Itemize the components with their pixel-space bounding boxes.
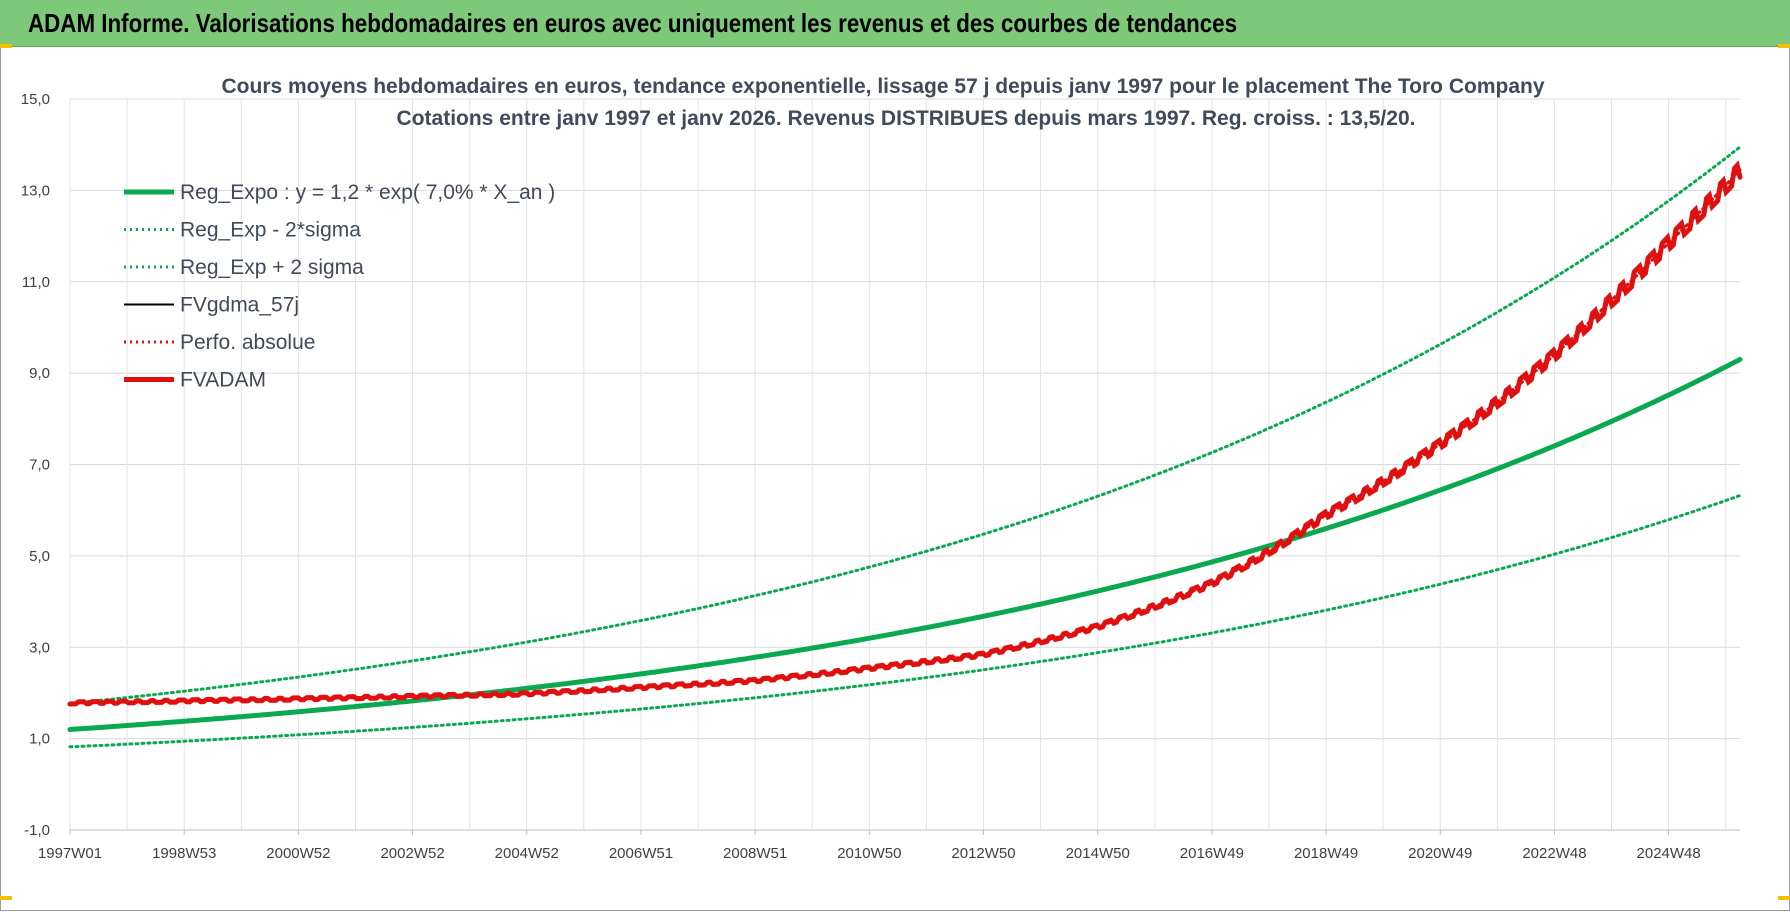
report-title: ADAM Informe. Valorisations hebdomadaire… (28, 8, 1238, 38)
series-line (68, 168, 1742, 705)
x-tick-label: 1998W53 (152, 845, 216, 862)
legend-label: Reg_Exp - 2*sigma (180, 219, 361, 242)
report-banner: ADAM Informe. Valorisations hebdomadaire… (0, 0, 1790, 47)
series-line (67, 160, 1743, 707)
x-tick-label: 2000W52 (266, 845, 330, 862)
x-tick-label: 2016W49 (1180, 845, 1244, 862)
x-tick-label: 2006W51 (609, 845, 673, 862)
x-tick-label: 2024W48 (1637, 845, 1701, 862)
y-tick-label: 7,0 (29, 457, 50, 474)
corner-marker (0, 896, 12, 900)
x-tick-label: 2002W52 (380, 845, 444, 862)
y-tick-label: 13,0 (21, 182, 50, 199)
y-tick-label: -1,0 (24, 822, 50, 839)
series-line (68, 494, 1742, 749)
y-tick-label: 9,0 (29, 365, 50, 382)
x-tick-label: 2018W49 (1294, 845, 1358, 862)
corner-marker (0, 44, 12, 48)
x-tick-label: 2008W51 (723, 845, 787, 862)
corner-marker (1778, 44, 1790, 48)
y-tick-label: 3,0 (29, 639, 50, 656)
x-tick-label: 2022W48 (1522, 845, 1586, 862)
grid (69, 98, 1740, 831)
axes: -1,0 1,0 3,0 5,0 7,0 9,0 11,0 13,0 15,0 1997W01 19… (21, 91, 1740, 862)
x-tick-label: 2004W52 (495, 845, 559, 862)
y-tick-label: 1,0 (29, 731, 50, 748)
y-tick-label: 5,0 (29, 548, 50, 565)
series-line (69, 163, 1741, 705)
y-tick-label: 11,0 (22, 274, 50, 291)
x-tick-label: 2020W49 (1408, 845, 1472, 862)
legend-label: Reg_Expo : y = 1,2 * exp( 7,0% * X_an ) (180, 181, 555, 204)
chart-title: Cours moyens hebdomadaires en euros, ten… (222, 75, 1545, 98)
legend: Reg_Expo : y = 1,2 * exp( 7,0% * X_an ) R… (124, 181, 555, 392)
x-tick-label: 2014W50 (1066, 845, 1130, 862)
legend-label: Reg_Exp + 2 sigma (180, 256, 364, 279)
y-tick-label: 15,0 (21, 91, 50, 108)
x-tick-label: 2010W50 (837, 845, 901, 862)
x-tick-label: 1997W01 (38, 845, 102, 862)
corner-marker (1778, 896, 1790, 900)
series-lines (67, 145, 1743, 749)
series-line (67, 356, 1743, 732)
chart-subtitle: Cotations entre janv 1997 et janv 2026. … (397, 107, 1416, 130)
legend-label: FVADAM (180, 369, 266, 392)
series-line (68, 145, 1742, 705)
legend-label: Perfo. absolue (180, 331, 315, 354)
legend-label: FVgdma_57j (180, 294, 299, 317)
x-tick-label: 2012W50 (951, 845, 1015, 862)
